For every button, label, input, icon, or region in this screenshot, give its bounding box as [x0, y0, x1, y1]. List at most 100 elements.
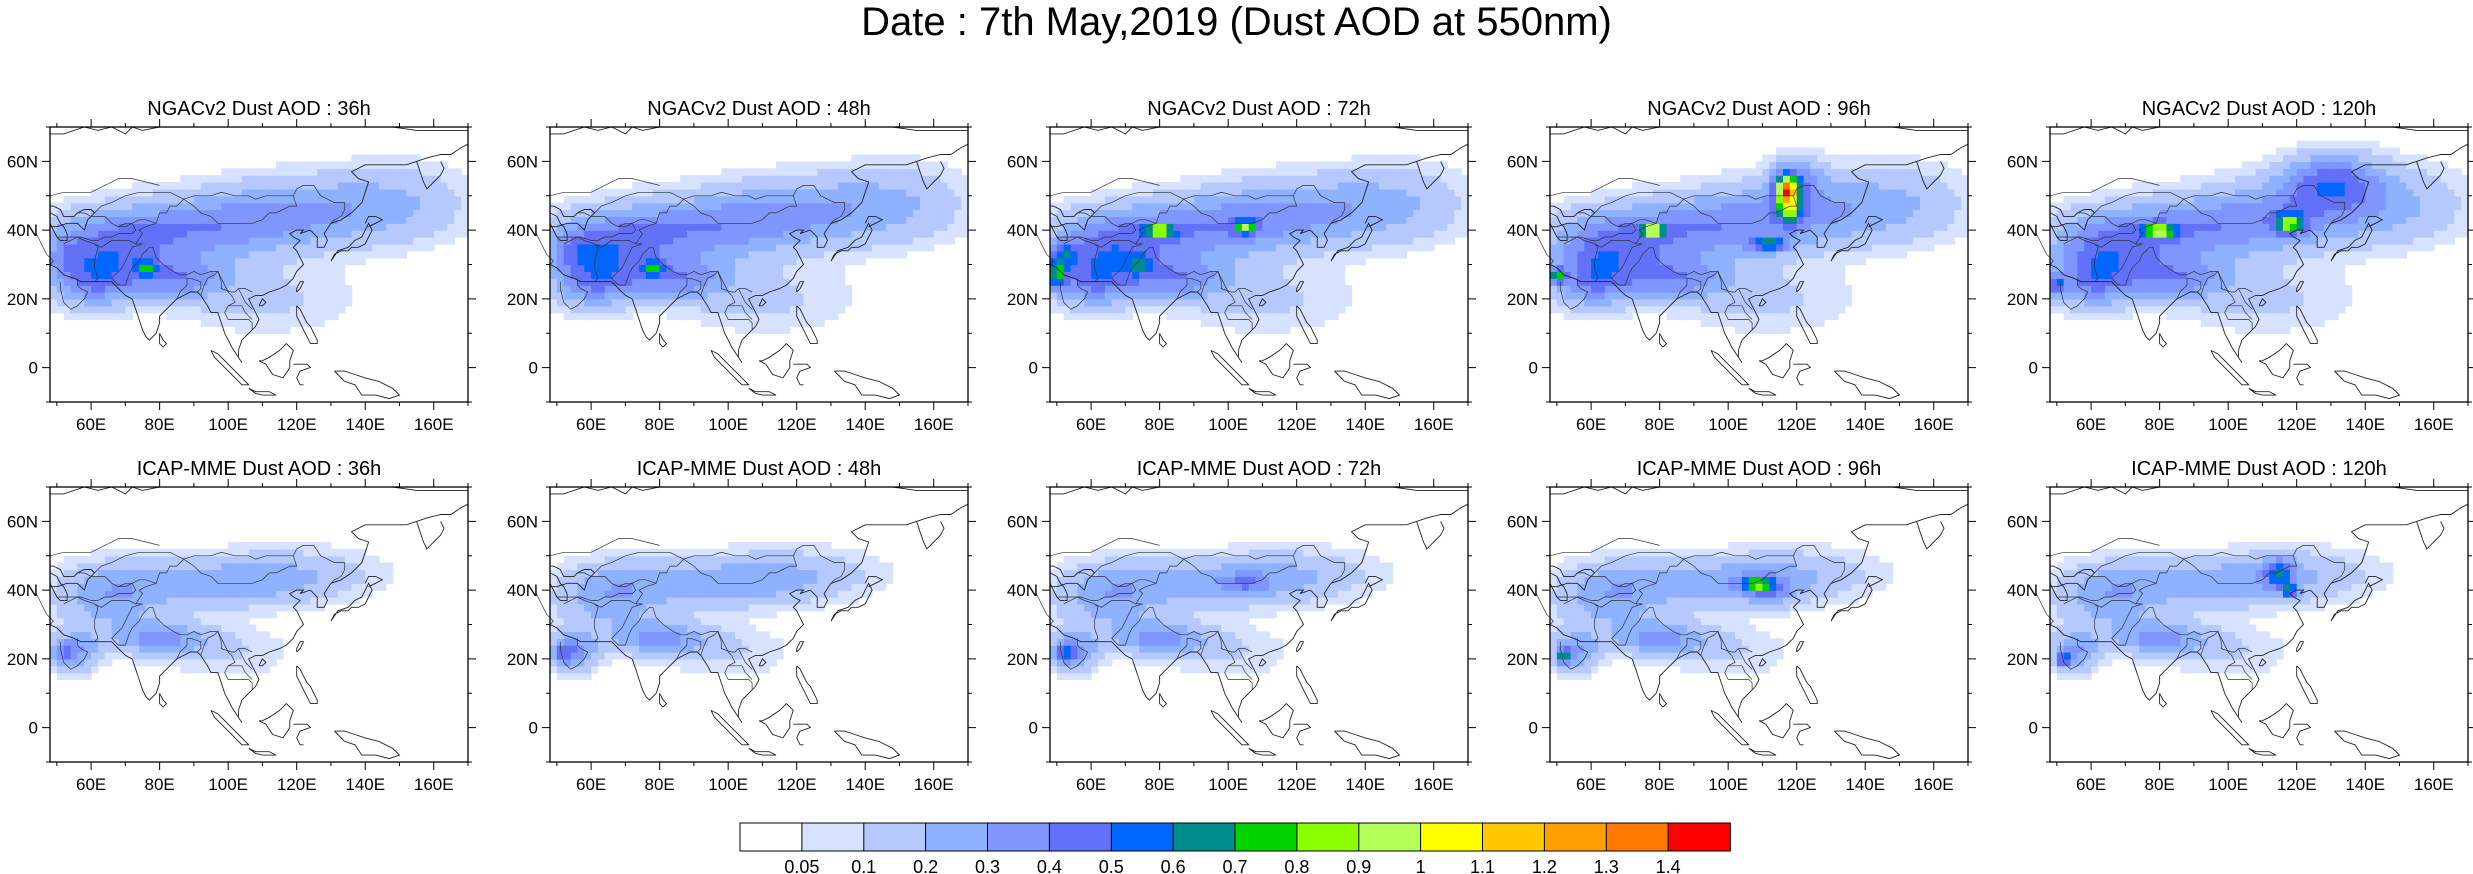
aod-cell [447, 182, 455, 190]
aod-cell [269, 188, 277, 197]
aod-cell [2091, 195, 2099, 204]
aod-cell [920, 216, 928, 224]
aod-cell [920, 230, 928, 238]
aod-cell [214, 292, 222, 300]
aod-cell [104, 285, 113, 293]
aod-cell [1187, 271, 1195, 279]
aod-cell [84, 243, 92, 252]
aod-cell [584, 223, 592, 231]
aod-cell [1406, 161, 1414, 169]
aod-cell [789, 161, 798, 169]
aod-cell [1906, 216, 1914, 224]
aod-cell [1851, 195, 1859, 204]
aod-cell [1255, 264, 1264, 272]
aod-cell [2063, 278, 2072, 286]
aod-cell [570, 305, 579, 314]
aod-cell [1611, 250, 1620, 259]
aod-cell [1283, 271, 1291, 279]
aod-cell [1317, 312, 1325, 321]
aod-cell [913, 154, 921, 162]
aod-cell [1139, 264, 1147, 272]
aod-cell [1899, 230, 1907, 238]
aod-cell [1735, 237, 1743, 245]
aod-cell [344, 298, 353, 307]
aod-cell [1591, 292, 1599, 300]
aod-cell [1372, 195, 1380, 204]
aod-cell [728, 168, 736, 176]
aod-cell [1406, 195, 1414, 204]
aod-cell [1741, 264, 1750, 272]
aod-cell [584, 243, 592, 252]
aod-cell [207, 175, 216, 183]
aod-cell [1625, 195, 1633, 204]
aod-cell [810, 243, 818, 252]
aod-cell [591, 188, 599, 197]
aod-cell [783, 305, 791, 314]
aod-cell [324, 223, 332, 231]
aod-cell [878, 195, 887, 204]
aod-cell [56, 298, 65, 307]
aod-cell [1413, 154, 1421, 162]
aod-cell [824, 285, 832, 293]
aod-cell [1248, 292, 1257, 300]
aod-cell [1187, 278, 1195, 286]
aod-cell [1118, 195, 1126, 204]
aod-cell [2077, 292, 2085, 300]
aod-cell [1844, 285, 1853, 293]
aod-cell [1187, 182, 1195, 190]
aod-cell [2111, 243, 2120, 252]
aod-cell [344, 182, 353, 190]
aod-cell [1645, 305, 1654, 314]
aod-cell [851, 154, 859, 162]
aod-cell [1700, 278, 1709, 286]
aod-cell [680, 278, 688, 286]
aod-cell [1851, 250, 1859, 259]
aod-cell [1187, 298, 1195, 307]
aod-cell [248, 223, 257, 231]
aod-cell [1221, 257, 1229, 266]
aod-cell [1803, 250, 1811, 259]
aod-cell [1289, 278, 1298, 286]
aod-cell [296, 250, 305, 259]
aod-cell [98, 292, 106, 300]
aod-cell [721, 250, 729, 259]
aod-cell [331, 278, 339, 286]
aod-cell [1091, 271, 1099, 279]
aod-cell [1173, 195, 1181, 204]
aod-cell [1741, 292, 1750, 300]
aod-cell [1207, 305, 1216, 314]
aod-cell [1303, 285, 1311, 293]
aod-cell [255, 319, 264, 327]
aod-cell [372, 168, 380, 176]
aod-cell [926, 243, 935, 252]
aod-cell [1769, 298, 1777, 307]
aod-cell [283, 223, 291, 231]
aod-cell [2050, 209, 2058, 217]
aod-cell [1228, 175, 1236, 183]
aod-cell [1248, 243, 1257, 252]
aod-cell [783, 298, 791, 307]
aod-cell [1673, 243, 1681, 252]
aod-cell [687, 188, 695, 197]
aod-cell [598, 305, 606, 314]
aod-cell [1372, 223, 1380, 231]
aod-cell [2098, 216, 2106, 224]
aod-cell [200, 285, 209, 293]
aod-cell [707, 230, 716, 238]
aod-cell [728, 257, 736, 266]
aod-cell [1741, 271, 1750, 279]
aod-cell [372, 243, 380, 252]
aod-cell [1296, 237, 1305, 245]
aod-cell [2139, 195, 2147, 204]
aod-cell [1447, 216, 1455, 224]
aod-cell [385, 202, 394, 211]
aod-cell [1625, 285, 1633, 293]
aod-cell [762, 202, 770, 211]
panel-title: NGACv2 Dust AOD : 72h [1147, 98, 1370, 120]
aod-cell [1783, 243, 1791, 252]
aod-cell [1796, 209, 1805, 217]
aod-cell [1926, 209, 1935, 217]
aod-cell [214, 257, 222, 266]
aod-cell [111, 216, 120, 224]
aod-cell [1769, 305, 1777, 314]
